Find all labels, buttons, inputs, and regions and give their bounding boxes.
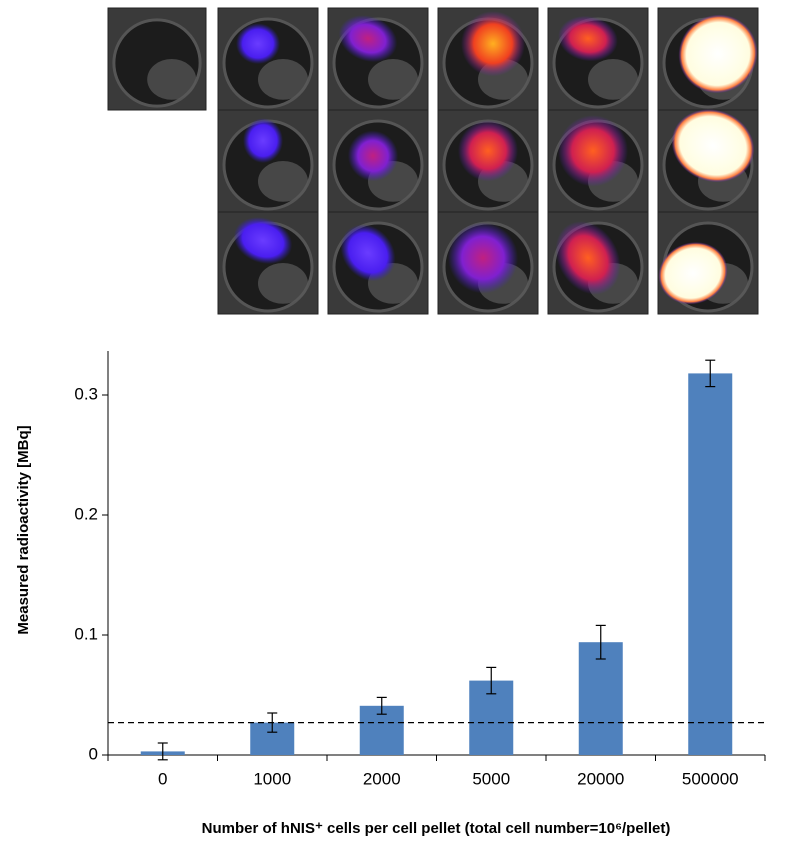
y-tick-label: 0	[89, 744, 98, 763]
error-bar	[376, 696, 387, 715]
well-shadow	[368, 59, 418, 100]
signal	[236, 23, 280, 65]
signal	[340, 224, 396, 282]
x-tick-label: 0	[158, 769, 167, 788]
image-panel	[107, 7, 759, 315]
signal	[558, 15, 618, 62]
x-tick-label: 5000	[472, 769, 510, 788]
x-tick-label: 2000	[363, 769, 401, 788]
well-shadow	[258, 59, 308, 100]
x-tick-label: 1000	[253, 769, 291, 788]
signal	[347, 130, 399, 182]
signal	[338, 15, 398, 63]
signal	[555, 221, 621, 295]
error-bar	[157, 742, 168, 761]
bar	[578, 642, 623, 755]
x-tick-label: 500000	[682, 769, 739, 788]
signal	[671, 109, 755, 183]
signal	[243, 118, 283, 164]
bar	[688, 373, 733, 755]
y-tick-label: 0.1	[74, 624, 98, 643]
x-tick-label: 20000	[577, 769, 624, 788]
y-tick-label: 0.3	[74, 384, 98, 403]
error-bar	[595, 624, 606, 660]
well-shadow	[588, 59, 638, 100]
well-shadow	[147, 59, 197, 100]
well-shadow	[258, 161, 308, 202]
plot: 0 0.1 0.2 0.3 0 1000 2000 5000 20000 500000	[74, 351, 766, 788]
well-shadow	[258, 263, 308, 304]
y-axis-label: Measured radioactivity [MBq]	[15, 425, 32, 634]
y-tick-label: 0.2	[74, 504, 98, 523]
error-bar	[486, 666, 497, 695]
x-axis-label: Number of hNIS⁺ cells per cell pellet (t…	[202, 820, 671, 837]
signal	[658, 242, 728, 305]
signal	[461, 11, 525, 77]
signal	[458, 120, 518, 182]
signal	[447, 222, 519, 294]
signal	[678, 14, 758, 94]
error-bar	[705, 359, 716, 388]
signal	[558, 115, 628, 187]
signal	[233, 217, 293, 265]
